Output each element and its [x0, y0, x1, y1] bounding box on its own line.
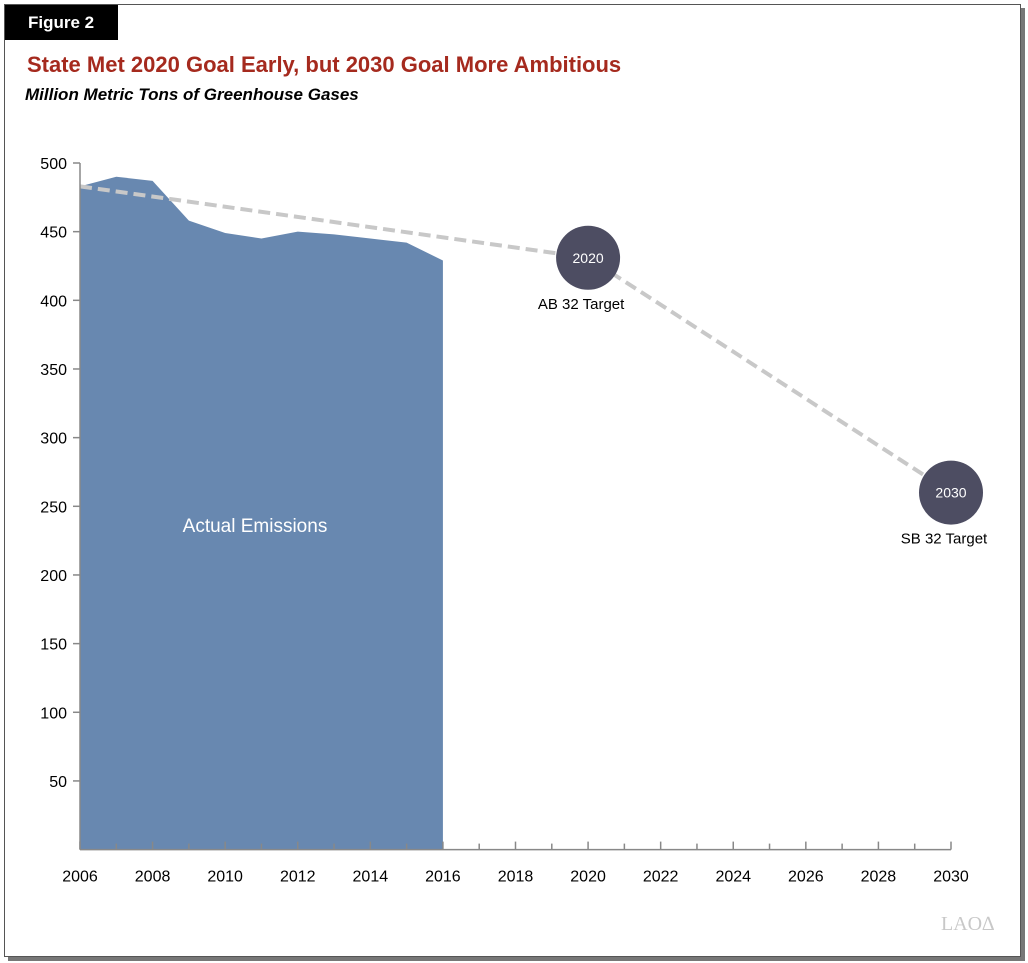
x-tick-label: 2026	[788, 869, 824, 886]
x-tick-label: 2020	[570, 869, 606, 886]
x-tick-label: 2014	[353, 869, 389, 886]
target-label: SB 32 Target	[901, 531, 988, 548]
target-marker-2030	[919, 460, 983, 525]
x-tick-label: 2012	[280, 869, 316, 886]
chart-title: State Met 2020 Goal Early, but 2030 Goal…	[27, 52, 622, 77]
y-tick-label: 400	[40, 293, 67, 310]
target-label: AB 32 Target	[538, 296, 625, 313]
x-tick-label: 2030	[933, 869, 969, 886]
y-tick-label: 150	[40, 637, 67, 654]
y-tick-label: 450	[40, 225, 67, 242]
y-tick-label: 350	[40, 362, 67, 379]
y-tick-label: 100	[40, 705, 67, 722]
x-tick-label: 2022	[643, 869, 679, 886]
target-bubble-label: 2020	[573, 250, 604, 266]
x-tick-label: 2028	[861, 869, 897, 886]
y-tick-label: 500	[40, 156, 67, 173]
x-tick-label: 2016	[425, 869, 461, 886]
y-tick-label: 250	[40, 499, 67, 516]
y-tick-label: 300	[40, 431, 67, 448]
y-tick-label: 50	[49, 774, 67, 791]
chart-subtitle: Million Metric Tons of Greenhouse Gases	[25, 85, 359, 104]
x-tick-label: 2008	[135, 869, 171, 886]
target-marker-2020	[556, 225, 621, 290]
x-tick-label: 2018	[498, 869, 534, 886]
series-label-actual-emissions: Actual Emissions	[183, 516, 328, 537]
target-bubble-label: 2030	[935, 485, 966, 501]
emissions-area	[80, 176, 443, 850]
x-tick-label: 2010	[207, 869, 243, 886]
x-tick-label: 2024	[715, 869, 751, 886]
lao-logo: LAO∆	[941, 913, 995, 935]
figure-label: Figure 2	[5, 5, 118, 40]
x-tick-label: 2006	[62, 869, 98, 886]
y-tick-label: 200	[40, 568, 67, 585]
